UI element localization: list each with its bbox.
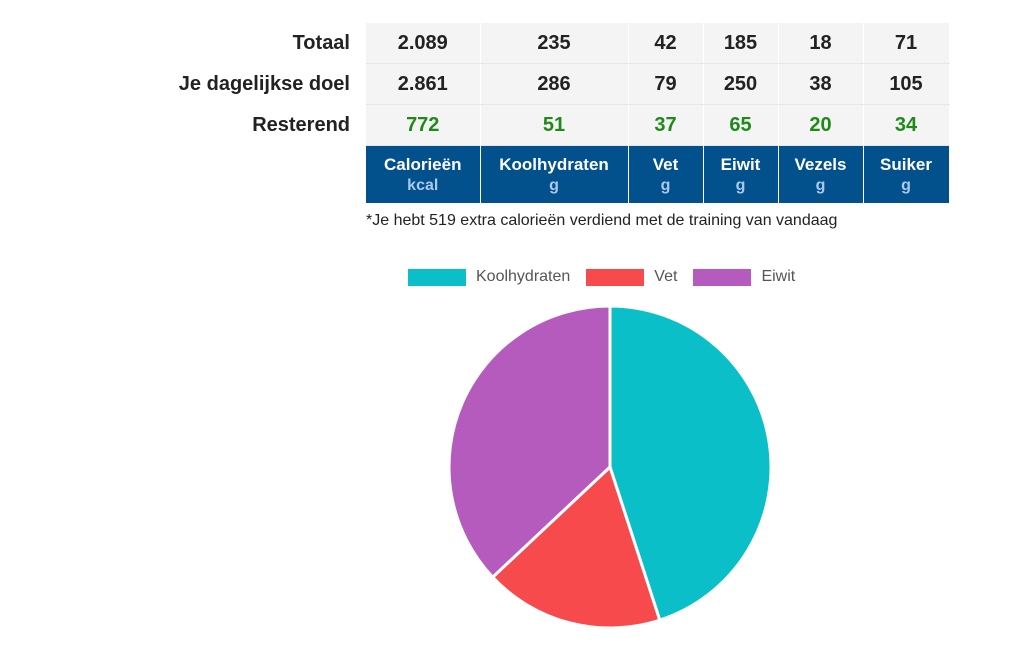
legend-swatch-fat xyxy=(586,268,645,286)
nutrition-table: Totaal 2.089 235 42 185 18 71 Je dagelij… xyxy=(0,23,950,203)
pie-slice-fat[interactable] xyxy=(490,464,662,630)
goal-protein: 250 xyxy=(703,63,779,105)
column-unit: g xyxy=(735,176,746,194)
column-name: Suiker xyxy=(880,154,932,174)
column-header-row: Calorieën kcal Koolhydraten g Vet g Eiwit g … xyxy=(0,145,950,203)
row-label-total: Totaal xyxy=(0,23,366,64)
remaining-calories: 772 xyxy=(366,104,481,146)
goal-carbs: 286 xyxy=(480,63,629,105)
remaining-fiber: 20 xyxy=(778,104,864,146)
goal-fat: 79 xyxy=(628,63,704,105)
column-header-fat: Vet g xyxy=(628,145,704,203)
column-name: Eiwit xyxy=(720,154,761,174)
legend-label-fat: Vet xyxy=(654,268,678,285)
row-total: Totaal 2.089 235 42 185 18 71 xyxy=(0,23,950,64)
pie-slice-carbs[interactable] xyxy=(608,304,773,623)
column-unit: g xyxy=(901,176,911,194)
pie-slice-protein[interactable] xyxy=(447,304,612,580)
column-name: Koolhydraten xyxy=(499,154,609,174)
total-calories: 2.089 xyxy=(366,23,481,64)
remaining-protein: 65 xyxy=(703,104,779,146)
column-unit: g xyxy=(660,176,671,194)
legend-label-protein: Eiwit xyxy=(761,268,796,285)
total-sugar: 71 xyxy=(863,23,950,64)
macro-pie-chart xyxy=(447,304,773,630)
row-label-goal: Je dagelijkse doel xyxy=(0,63,366,105)
total-protein: 185 xyxy=(703,23,779,64)
total-fat: 42 xyxy=(628,23,704,64)
chart-legend: Koolhydraten Vet Eiwit xyxy=(408,268,811,286)
column-header-carbs: Koolhydraten g xyxy=(480,145,629,203)
column-name: Vezels xyxy=(794,154,847,174)
legend-label-carbs: Koolhydraten xyxy=(476,268,571,285)
legend-item-carbs[interactable]: Koolhydraten xyxy=(408,268,570,286)
column-unit: g xyxy=(815,176,826,194)
legend-item-protein[interactable]: Eiwit xyxy=(693,268,795,286)
row-label-remaining: Resterend xyxy=(0,104,366,146)
row-goal: Je dagelijkse doel 2.861 286 79 250 38 1… xyxy=(0,63,950,105)
column-name: Vet xyxy=(652,154,679,174)
column-unit: g xyxy=(549,176,559,194)
total-carbs: 235 xyxy=(480,23,629,64)
column-header-fiber: Vezels g xyxy=(778,145,864,203)
column-header-protein: Eiwit g xyxy=(703,145,779,203)
exercise-calories-note: *Je hebt 519 extra calorieën verdiend me… xyxy=(366,212,838,229)
legend-item-fat[interactable]: Vet xyxy=(586,268,677,286)
column-unit: kcal xyxy=(407,176,439,194)
remaining-sugar: 34 xyxy=(863,104,950,146)
nutrition-summary: Totaal 2.089 235 42 185 18 71 Je dagelij… xyxy=(0,23,950,203)
legend-swatch-carbs xyxy=(408,268,466,286)
remaining-fat: 37 xyxy=(628,104,704,146)
header-spacer xyxy=(0,145,366,203)
remaining-carbs: 51 xyxy=(480,104,629,146)
column-name: Calorieën xyxy=(384,154,462,174)
row-remaining: Resterend 772 51 37 65 20 34 xyxy=(0,104,950,146)
goal-calories: 2.861 xyxy=(366,63,481,105)
legend-swatch-protein xyxy=(693,268,752,286)
column-header-sugar: Suiker g xyxy=(863,145,950,203)
goal-sugar: 105 xyxy=(863,63,950,105)
column-header-calories: Calorieën kcal xyxy=(366,145,481,203)
total-fiber: 18 xyxy=(778,23,864,64)
goal-fiber: 38 xyxy=(778,63,864,105)
